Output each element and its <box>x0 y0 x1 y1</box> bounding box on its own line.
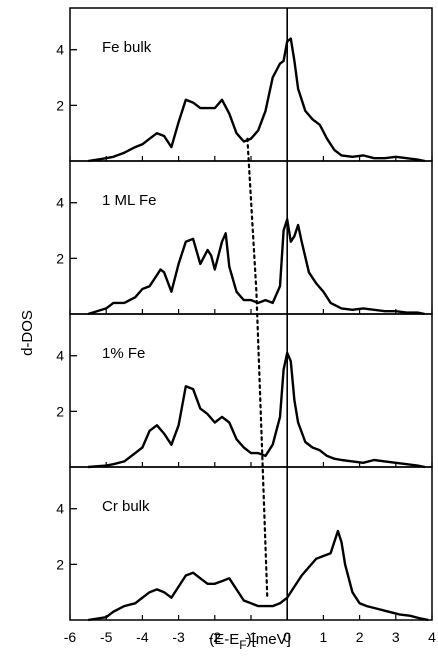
x-tick-label: 2 <box>356 629 364 645</box>
dotted-guide-line <box>246 137 269 599</box>
dos-curve <box>87 218 426 316</box>
dos-curve <box>87 37 426 163</box>
x-tick-label: -1 <box>245 629 258 645</box>
y-tick-label: 4 <box>56 501 64 517</box>
panels: 2 4 Fe bulk 2 4 1 ML Fe 2 4 1% Fe 2 4 Cr bulk <box>56 7 433 622</box>
y-tick-label: 4 <box>56 348 64 364</box>
panel-1: 2 4 Fe bulk <box>56 7 433 163</box>
y-tick-label: 2 <box>56 250 64 266</box>
x-tick-label: -3 <box>172 629 185 645</box>
panel-2: 2 4 1 ML Fe <box>56 160 433 316</box>
dos-curve <box>88 351 426 469</box>
y-tick-label: 2 <box>56 403 64 419</box>
x-axis-label: (E-EF)[meV] <box>209 631 291 652</box>
x-axis-label-tail: )[meV] <box>247 631 291 648</box>
y-axis-label: d-DOS <box>19 310 36 356</box>
panel-frame <box>69 466 433 621</box>
x-tick-label: 4 <box>428 629 436 645</box>
x-tick-label: 1 <box>320 629 328 645</box>
x-tick-label: -6 <box>64 629 77 645</box>
y-tick-label: 4 <box>56 42 64 58</box>
x-tick-label: -5 <box>100 629 113 645</box>
panel-label: Fe bulk <box>102 39 152 56</box>
dos-curve <box>87 529 429 622</box>
panel-label: Cr bulk <box>102 498 150 515</box>
x-axis-label-main: (E-E <box>209 631 239 648</box>
x-axis-label-subscript: F <box>239 638 246 652</box>
panel-frame <box>69 313 433 468</box>
panel-label: 1 ML Fe <box>102 192 156 209</box>
y-tick-label: 4 <box>56 195 64 211</box>
panel-3: 2 4 1% Fe <box>56 313 433 469</box>
x-tick-label: 3 <box>392 629 400 645</box>
x-tick-label: -2 <box>209 629 222 645</box>
x-tick-label: 0 <box>283 629 291 645</box>
y-tick-label: 2 <box>56 556 64 572</box>
x-axis-ticks: -6 -5 -4 -3 -2 -1 0 1 2 3 4 <box>64 629 436 645</box>
y-tick-label: 2 <box>56 97 64 113</box>
panel-label: 1% Fe <box>102 345 145 362</box>
panel-4: 2 4 Cr bulk <box>56 466 433 622</box>
x-tick-label: -4 <box>136 629 149 645</box>
